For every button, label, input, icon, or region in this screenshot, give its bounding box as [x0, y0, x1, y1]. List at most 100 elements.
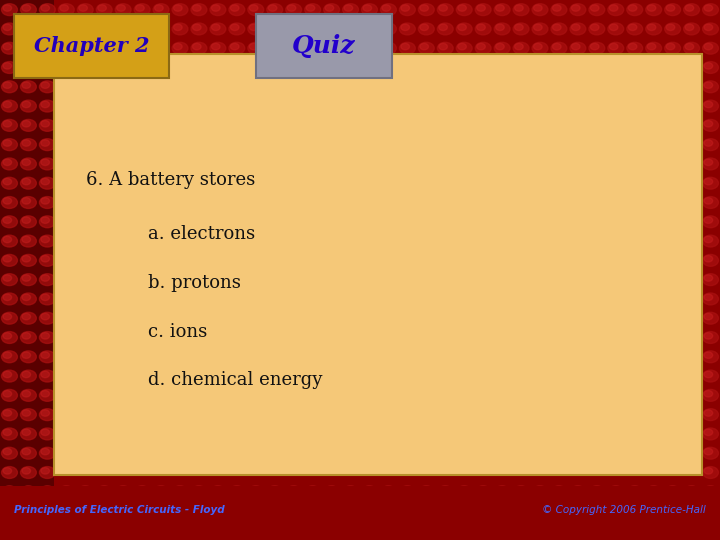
Circle shape — [608, 505, 624, 517]
Circle shape — [117, 525, 125, 532]
Circle shape — [552, 525, 561, 532]
Circle shape — [494, 505, 510, 517]
Circle shape — [534, 487, 542, 494]
Circle shape — [400, 23, 415, 35]
Circle shape — [343, 42, 359, 54]
Circle shape — [287, 5, 296, 11]
Circle shape — [382, 43, 390, 50]
Circle shape — [1, 332, 17, 343]
Circle shape — [210, 4, 226, 16]
Circle shape — [40, 312, 55, 324]
Circle shape — [343, 486, 359, 498]
Circle shape — [306, 506, 315, 512]
Circle shape — [495, 487, 504, 494]
Circle shape — [40, 293, 55, 305]
Circle shape — [572, 525, 580, 532]
Circle shape — [361, 42, 377, 54]
Circle shape — [77, 524, 93, 536]
Text: c. ions: c. ions — [148, 322, 207, 341]
Circle shape — [1, 119, 17, 131]
Circle shape — [703, 81, 719, 93]
Circle shape — [174, 43, 182, 50]
Circle shape — [248, 505, 264, 517]
Circle shape — [552, 43, 561, 50]
Circle shape — [684, 42, 700, 54]
Circle shape — [609, 43, 618, 50]
Circle shape — [40, 351, 55, 363]
Circle shape — [629, 525, 637, 532]
Circle shape — [20, 332, 36, 343]
Circle shape — [704, 63, 713, 69]
Circle shape — [40, 254, 55, 266]
Circle shape — [647, 5, 656, 11]
Circle shape — [22, 294, 30, 301]
Circle shape — [40, 486, 55, 498]
Circle shape — [572, 5, 580, 11]
Circle shape — [401, 24, 410, 31]
Circle shape — [437, 4, 453, 16]
FancyBboxPatch shape — [14, 14, 169, 78]
Circle shape — [98, 487, 107, 494]
Circle shape — [703, 447, 719, 459]
Circle shape — [40, 370, 55, 382]
Circle shape — [703, 100, 719, 112]
Circle shape — [22, 506, 30, 512]
Circle shape — [1, 505, 17, 517]
Circle shape — [40, 389, 55, 401]
Circle shape — [78, 43, 87, 50]
Circle shape — [22, 82, 30, 89]
Circle shape — [3, 217, 12, 224]
Circle shape — [191, 42, 207, 54]
Circle shape — [325, 525, 334, 532]
Circle shape — [115, 524, 131, 536]
Circle shape — [41, 140, 50, 146]
Circle shape — [703, 23, 719, 35]
Circle shape — [286, 524, 302, 536]
Circle shape — [58, 42, 74, 54]
Circle shape — [513, 524, 529, 536]
Circle shape — [572, 24, 580, 31]
Circle shape — [20, 428, 36, 440]
Circle shape — [60, 487, 68, 494]
Circle shape — [172, 524, 188, 536]
Circle shape — [551, 4, 567, 16]
Circle shape — [361, 524, 377, 536]
FancyBboxPatch shape — [0, 0, 54, 540]
Circle shape — [60, 5, 68, 11]
Circle shape — [646, 486, 662, 498]
Circle shape — [532, 486, 548, 498]
Circle shape — [704, 140, 713, 146]
Circle shape — [191, 4, 207, 16]
Circle shape — [191, 524, 207, 536]
Circle shape — [608, 486, 624, 498]
Circle shape — [305, 23, 320, 35]
Circle shape — [458, 506, 467, 512]
Circle shape — [3, 333, 12, 339]
Circle shape — [41, 487, 50, 494]
Circle shape — [172, 23, 188, 35]
Circle shape — [665, 524, 680, 536]
Circle shape — [40, 62, 55, 73]
Circle shape — [343, 23, 359, 35]
Circle shape — [229, 486, 245, 498]
Circle shape — [22, 5, 30, 11]
Circle shape — [20, 524, 36, 536]
Circle shape — [229, 23, 245, 35]
Circle shape — [382, 5, 390, 11]
Circle shape — [20, 409, 36, 421]
Circle shape — [1, 486, 17, 498]
Circle shape — [3, 120, 12, 127]
Circle shape — [437, 505, 453, 517]
Circle shape — [287, 43, 296, 50]
Circle shape — [77, 42, 93, 54]
Circle shape — [172, 486, 188, 498]
Circle shape — [22, 24, 30, 31]
Circle shape — [704, 120, 713, 127]
Circle shape — [420, 506, 428, 512]
Circle shape — [20, 100, 36, 112]
Circle shape — [248, 4, 264, 16]
Circle shape — [135, 525, 144, 532]
Circle shape — [41, 236, 50, 242]
Circle shape — [704, 525, 713, 532]
Circle shape — [96, 42, 112, 54]
